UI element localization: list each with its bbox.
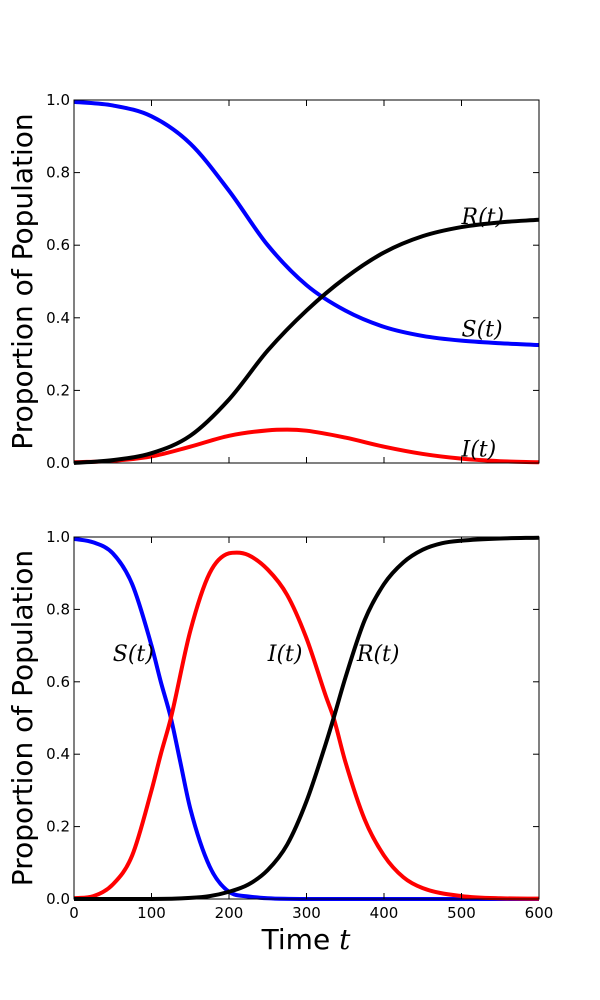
y-tick-label: 0.8 — [46, 164, 70, 182]
y-tick-label: 1.0 — [46, 528, 70, 546]
x-tick-label: 500 — [447, 904, 476, 922]
y-tick-label: 0.4 — [46, 745, 70, 763]
x-tick-label: 200 — [215, 904, 244, 922]
x-tick-label: 100 — [137, 904, 166, 922]
curve-annotation: I(t) — [267, 642, 303, 667]
y-tick-label: 0.6 — [46, 673, 70, 691]
x-tick-label: 0 — [69, 904, 79, 922]
top-sir-panel: 0.0 0.2 0.4 0.6 0.8 1.0 Proportion of Populati… — [6, 91, 540, 472]
series-line-I — [74, 427, 539, 465]
series-line-S — [74, 99, 539, 348]
series-line-R — [74, 535, 539, 901]
y-tick-label: 0.4 — [46, 309, 70, 327]
y-tick-label: 1.0 — [46, 91, 70, 109]
curve-annotation: R(t) — [356, 642, 400, 667]
axes-frame — [73, 99, 540, 464]
x-axis-label: Time t — [261, 923, 351, 956]
bottom-sir-panel: 0 100 200 300 400 500 600 0.0 0.2 0.4 0.6 0.8 1.0 Pro… — [6, 528, 553, 922]
series-line-R — [74, 217, 539, 465]
y-tick-label: 0.2 — [46, 818, 70, 836]
x-tick-label: 300 — [292, 904, 321, 922]
y-tick-label: 0.2 — [46, 381, 70, 399]
curve-annotation: S(t) — [462, 318, 503, 343]
series-line-S — [74, 536, 539, 901]
y-tick-label: 0.8 — [46, 600, 70, 618]
curve-annotation: R(t) — [461, 205, 505, 230]
series-line-I — [74, 550, 539, 901]
x-tick-label: 400 — [370, 904, 399, 922]
x-tick-label: 600 — [525, 904, 554, 922]
y-axis-label: Proportion of Population — [6, 550, 39, 886]
y-tick-label: 0.6 — [46, 236, 70, 254]
axes-frame — [73, 536, 540, 900]
curve-annotation: I(t) — [461, 437, 497, 462]
y-axis-label: Proportion of Population — [6, 113, 39, 449]
curve-annotation: S(t) — [113, 642, 154, 667]
y-tick-label: 0.0 — [46, 454, 70, 472]
y-tick-label: 0.0 — [46, 890, 70, 908]
